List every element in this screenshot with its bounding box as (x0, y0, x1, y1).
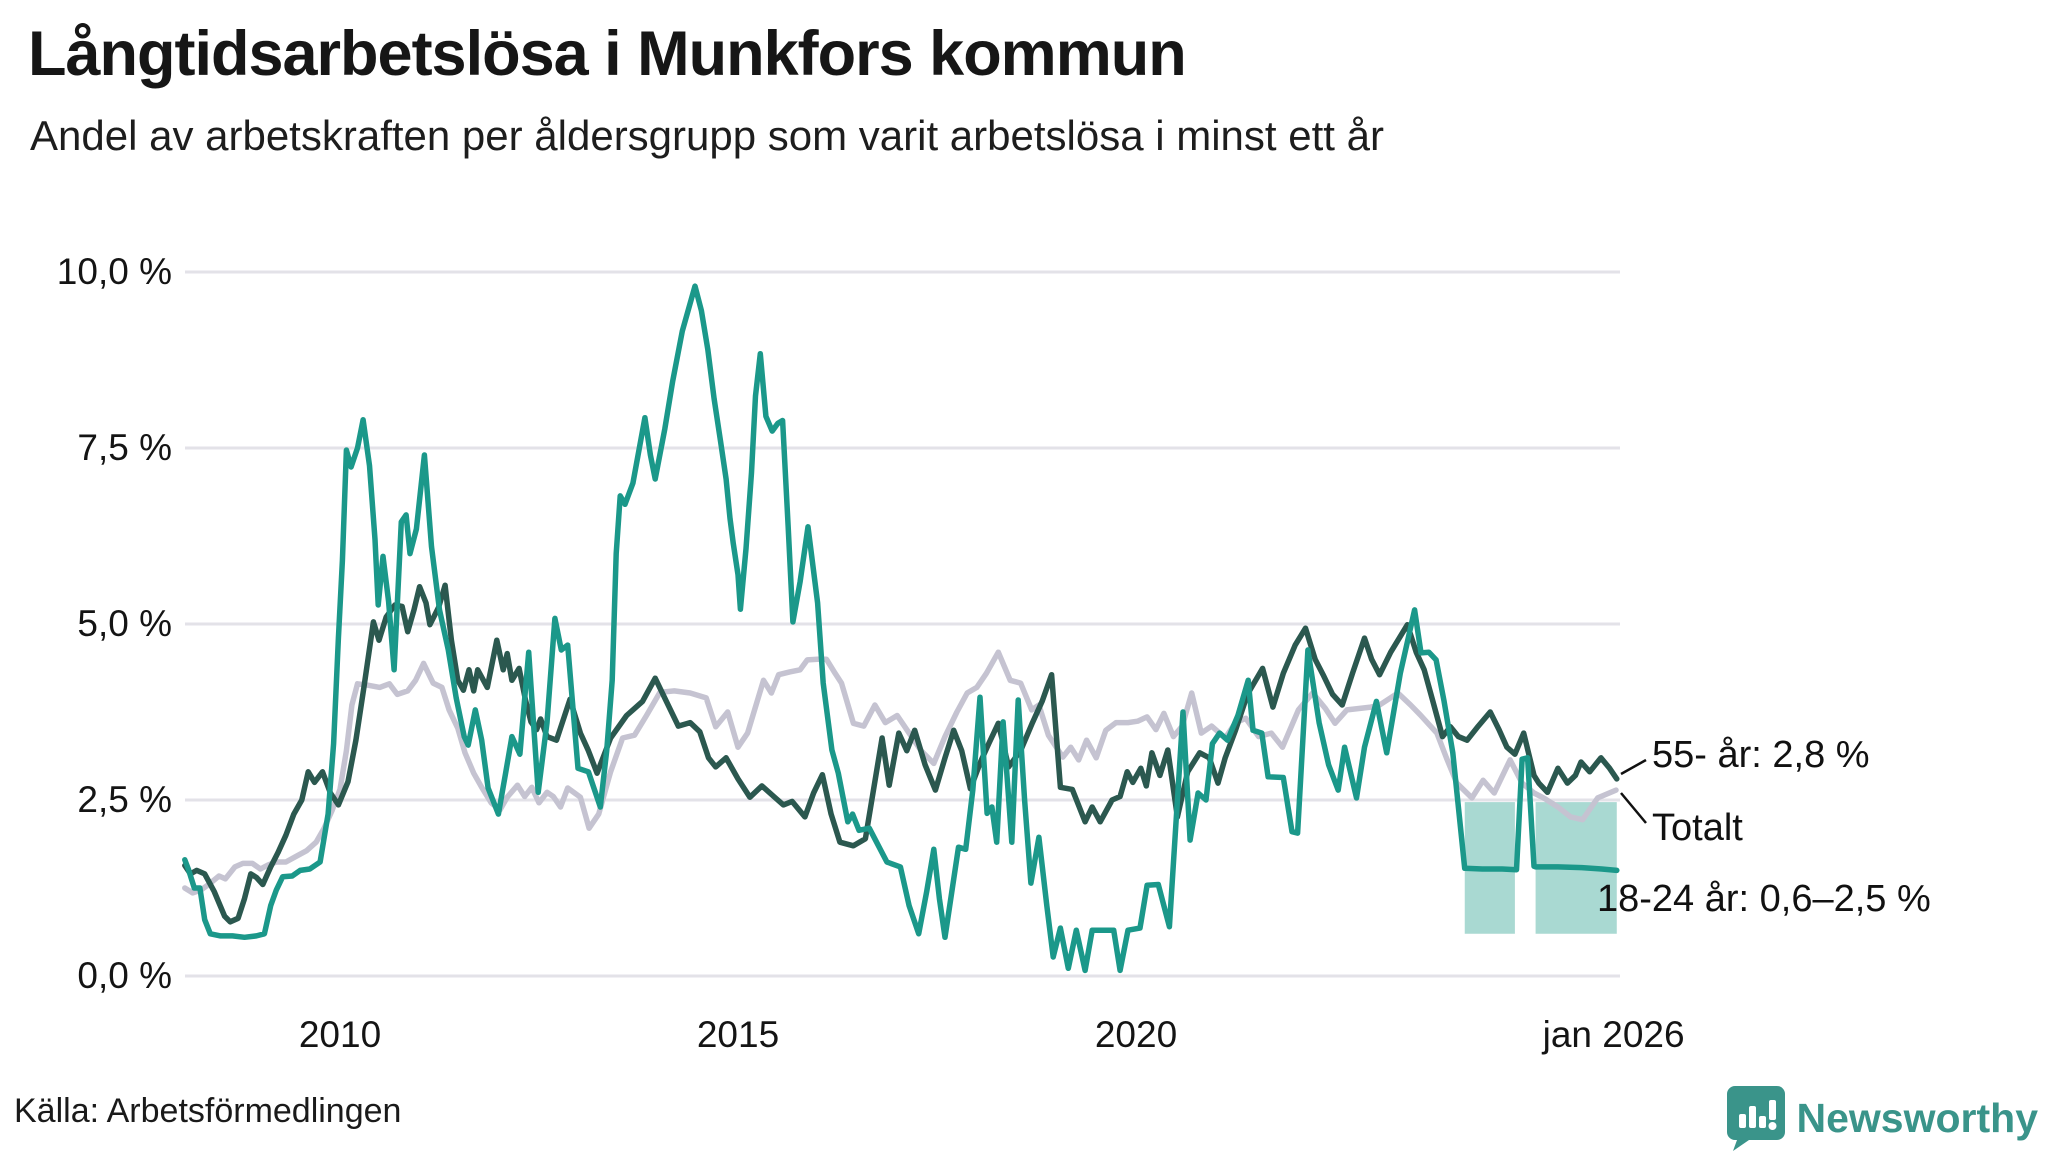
annotation-connector (1620, 792, 1647, 824)
x-axis-tick-label: jan 2026 (1542, 1014, 1685, 1055)
x-axis-tick-label: 2020 (1094, 1014, 1178, 1055)
y-axis-tick-label: 0,0 % (77, 955, 172, 996)
speech-bubble-bar-chart-icon (1726, 1086, 1785, 1151)
newsworthy-wordmark: Newsworthy (1796, 1094, 2039, 1141)
newsworthy-logo[interactable]: Newsworthy (1725, 1084, 2039, 1152)
y-axis-tick-label: 10,0 % (56, 251, 172, 292)
series-line-senior (182, 582, 1620, 925)
y-axis-tick-label: 2,5 % (77, 779, 172, 820)
x-axis-tick-label: 2010 (298, 1014, 382, 1055)
x-axis-tick-label: 2015 (696, 1014, 780, 1055)
y-axis-tick-label: 7,5 % (77, 427, 172, 468)
source-note: Källa: Arbetsförmedlingen (14, 1092, 402, 1130)
y-axis-tick-label: 5,0 % (77, 603, 172, 644)
annotation-connector (1620, 758, 1647, 776)
series-line-youth (182, 283, 1620, 974)
page-title: Långtidsarbetslösa i Munkfors kommun (28, 19, 1187, 89)
chart-subtitle: Andel av arbetskraften per åldersgrupp s… (30, 112, 1384, 159)
series-end-label: 18-24 år: 0,6–2,5 % (1597, 878, 1931, 920)
series-end-label: Totalt (1652, 807, 1743, 849)
series-end-label: 55- år: 2,8 % (1652, 734, 1870, 776)
series-line-total (182, 649, 1619, 896)
